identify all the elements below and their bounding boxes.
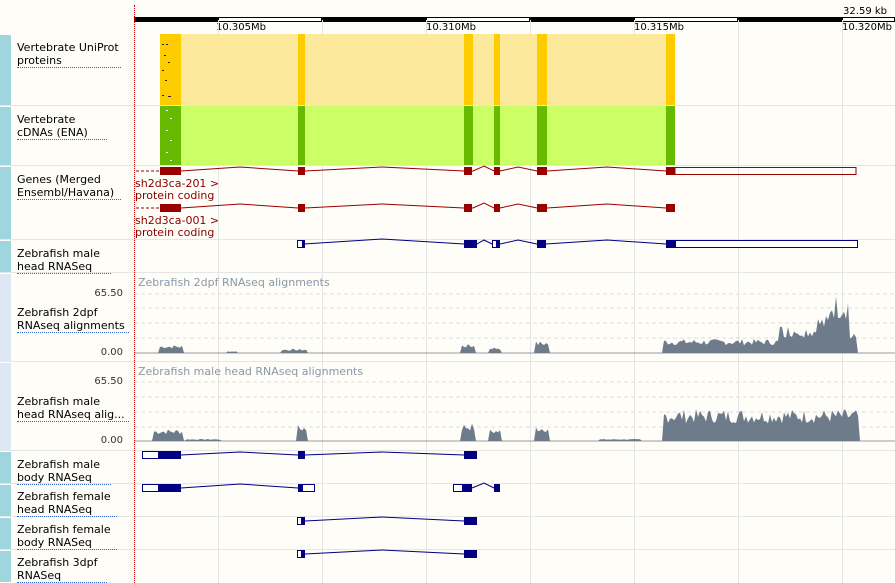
track-cdna[interactable]: Vertebrate cDNAs (ENA) [0,106,134,166]
rnaseq-model-male-head[interactable] [297,238,858,248]
graph-gridlines [134,381,895,428]
uniprot-feature-block[interactable] [160,34,675,105]
location-ruler: 32.59 kb 10.305Mb 10.310Mb 10.315Mb 10.3… [134,0,895,34]
transcript-sh2d3ca-201[interactable] [136,165,857,175]
transcript-label-201[interactable]: sh2d3ca-201 > protein coding [135,178,219,202]
scale-segment [530,17,634,22]
scale-segment [634,17,738,22]
cdna-hit-dots [166,110,172,161]
grid-line [426,20,427,583]
grid-line [218,20,219,583]
scale-bar [134,17,895,22]
grid-line [530,20,531,583]
cdna-exons [160,106,675,165]
track-drag-handle[interactable] [0,518,11,549]
track-name[interactable]: Genes (Merged Ensembl/Havana) [17,173,121,200]
region-start-marker [134,5,135,583]
scale-segment [322,17,426,22]
grid-line [842,20,843,583]
track-name[interactable]: Zebrafish male body RNASeq [17,458,111,485]
tick-label: 10.305Mb [216,22,266,33]
rnaseq-model-female-body[interactable] [297,516,478,525]
track-name[interactable]: Vertebrate UniProt proteins [17,41,121,68]
graph-title: Zebrafish male head RNAseq alignments [138,365,364,378]
tick-label: 10.320Mb [842,22,892,33]
track-drag-handle[interactable] [0,107,11,165]
graph-ymin: 0.00 [100,435,123,446]
uniprot-hit-dots [162,44,171,97]
coverage-2dpf[interactable] [134,296,895,353]
cdna-feature-block[interactable] [160,106,675,165]
transcript-biotype: protein coding [135,189,215,202]
graph-ymax: 65.50 [94,376,123,387]
grid-line [322,20,323,583]
rnaseq-model-3dpf[interactable] [297,549,478,558]
transcript-id[interactable]: sh2d3ca-201 > [135,177,220,190]
graph-title: Zebrafish 2dpf RNAseq alignments [138,276,330,289]
rnaseq-model-female-head[interactable] [142,482,501,492]
track-drag-handle[interactable] [0,485,11,516]
tick-label: 10.315Mb [634,22,684,33]
transcript-biotype: protein coding [135,226,215,239]
coverage-male-head[interactable] [134,409,895,441]
track-name[interactable]: Zebrafish female head RNASeq [17,490,117,517]
track-name[interactable]: Vertebrate cDNAs (ENA) [17,113,107,140]
transcript-sh2d3ca-001[interactable] [136,202,675,212]
track-drag-handle[interactable] [0,363,11,450]
track-drag-handle[interactable] [0,551,11,582]
track-male-body-rnaseq[interactable]: Zebrafish male body RNASeq [0,451,134,485]
track-drag-handle[interactable] [0,35,11,105]
track-name[interactable]: Zebrafish male head RNASeq [17,247,111,274]
tick-label: 10.310Mb [426,22,476,33]
track-name[interactable]: Zebrafish female body RNASeq [17,523,117,550]
uniprot-exons [160,34,675,105]
rnaseq-model-male-body[interactable] [142,451,478,459]
track-drag-handle[interactable] [0,274,11,361]
track-name[interactable]: Zebrafish 2dpf RNAseq alignments [17,306,129,333]
track-genes[interactable]: Genes (Merged Ensembl/Havana) [0,166,134,240]
track-2dpf-alignments[interactable]: Zebrafish 2dpf RNAseq alignments [0,273,134,362]
track-drag-handle[interactable] [0,452,11,483]
track-uniprot[interactable]: Vertebrate UniProt proteins [0,34,134,106]
track-male-head-alignments[interactable]: Zebrafish male head RNAseq alig... [0,362,134,451]
track-female-head-rnaseq[interactable]: Zebrafish female head RNASeq [0,484,134,517]
scale-segment [426,17,530,22]
graph-ymin: 0.00 [100,347,123,358]
track-female-body-rnaseq[interactable]: Zebrafish female body RNASeq [0,517,134,550]
track-male-head-rnaseq[interactable]: Zebrafish male head RNASeq [0,240,134,274]
graph-gridlines [134,293,895,339]
scale-segment [738,17,842,22]
track-drag-handle[interactable] [0,241,11,272]
grid-line [634,20,635,583]
transcript-id[interactable]: sh2d3ca-001 > [135,214,220,227]
region-length: 32.59 kb [841,6,889,17]
graph-ymax: 65.50 [94,288,123,299]
transcript-label-001[interactable]: sh2d3ca-001 > protein coding [135,215,219,239]
track-drag-handle[interactable] [0,167,11,239]
track-name[interactable]: Zebrafish male head RNAseq alig... [17,395,129,422]
grid-line [738,20,739,583]
scale-segment [218,17,322,22]
